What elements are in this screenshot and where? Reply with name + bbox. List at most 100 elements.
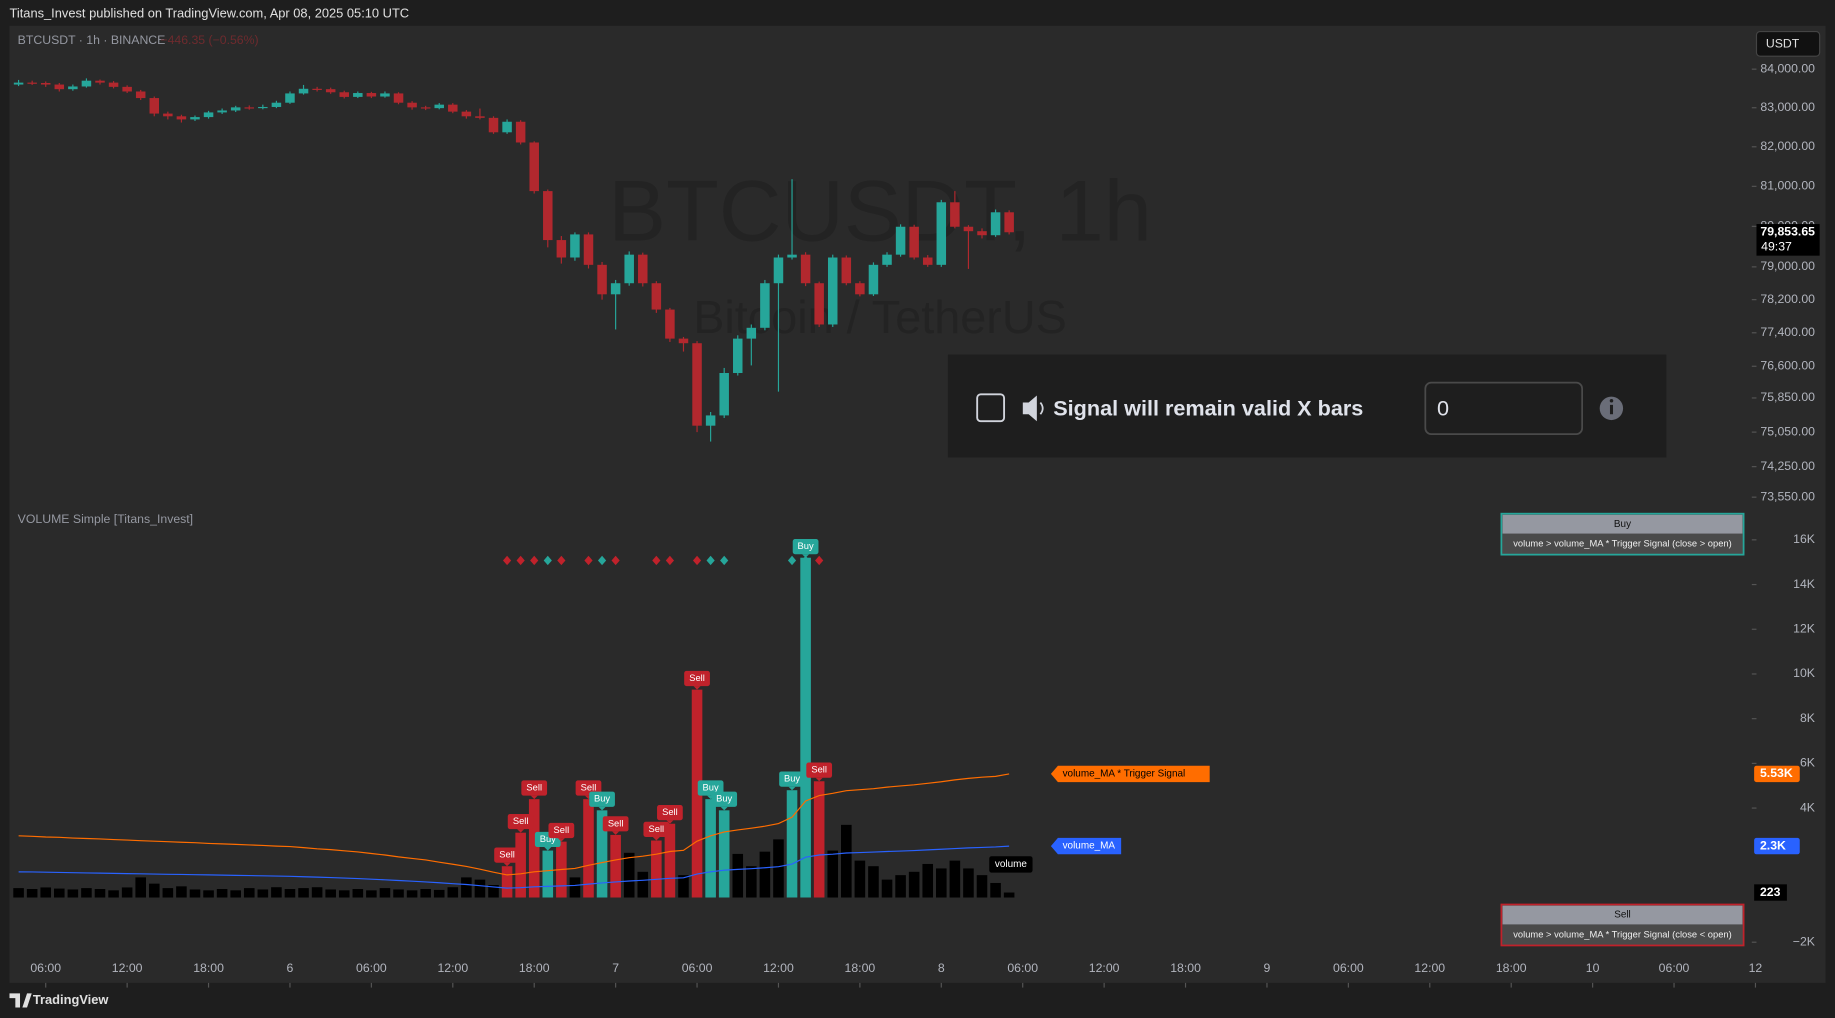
- volume-bar: [528, 799, 540, 898]
- currency-button[interactable]: [1755, 31, 1821, 57]
- candle-body: [258, 106, 268, 109]
- volume-bar: [257, 889, 269, 898]
- series-name: volume_MA * Trigger Signal: [1063, 769, 1186, 780]
- brand-name: TradingView: [33, 992, 110, 1007]
- candle-body: [244, 107, 255, 109]
- signal-tag: [792, 539, 819, 555]
- brand-logo: [9, 993, 32, 1008]
- signal-tag: [779, 771, 805, 787]
- candle-body: [610, 283, 621, 295]
- volume-bar: [651, 840, 662, 898]
- y-tick-label: 73,550.00: [1760, 489, 1815, 503]
- last-price-box: [1756, 224, 1820, 256]
- volume-bar: [26, 889, 38, 898]
- legend-box-header: [1502, 514, 1743, 534]
- signal-tag-label: Sell: [581, 783, 597, 793]
- signal-tag-pointer: [652, 836, 660, 841]
- input-box[interactable]: [1424, 381, 1584, 435]
- checkbox[interactable]: [976, 393, 1006, 423]
- volume-bar: [691, 689, 703, 898]
- candle-body: [665, 309, 675, 339]
- volume-bar: [284, 889, 296, 898]
- volume-bar: [868, 866, 879, 898]
- candle-body: [651, 283, 662, 310]
- x-tick-label: 18:00: [193, 961, 224, 975]
- dialog-label: Signal will remain valid X bars: [1053, 395, 1363, 420]
- y-tick-label: 79,000.00: [1760, 259, 1815, 273]
- x-tick-label: 06:00: [1659, 961, 1690, 975]
- volume-bar: [664, 823, 676, 898]
- candle-body: [1004, 212, 1014, 233]
- countdown-label: 49:37: [1761, 240, 1792, 254]
- volume-bar: [854, 860, 866, 898]
- y-tick-label: 6K: [1800, 756, 1816, 770]
- signal-tag: [684, 670, 710, 687]
- candle-body: [787, 254, 797, 258]
- candle-body: [488, 117, 499, 133]
- info-icon-dot: [1609, 399, 1614, 403]
- signal-tag-pointer: [530, 795, 538, 800]
- candle-body: [638, 254, 648, 284]
- candle-body: [855, 283, 865, 295]
- volume-bar: [800, 557, 811, 898]
- volume-bar: [298, 888, 309, 898]
- signal-tag-label: Buy: [540, 834, 556, 844]
- volume-bar: [338, 890, 350, 898]
- y-tick-label: 4K: [1800, 800, 1816, 814]
- volume-bar: [230, 890, 241, 898]
- volume-bar: [311, 887, 323, 898]
- candle-body: [434, 104, 444, 109]
- candle-body: [13, 82, 24, 85]
- y-tick-label: 78,200.00: [1760, 292, 1815, 306]
- y-tick-label: 83,000.00: [1760, 100, 1815, 114]
- candle-body: [814, 283, 824, 325]
- y-tick-label: 76,600.00: [1760, 359, 1815, 373]
- signal-tag-pointer: [802, 554, 810, 558]
- candle-body: [977, 231, 987, 236]
- x-tick-label: 8: [938, 961, 945, 975]
- candle-body: [895, 226, 906, 255]
- signal-tag: [711, 791, 738, 807]
- candle-body: [583, 234, 594, 265]
- signal-tag-label: Buy: [703, 783, 719, 793]
- volume-bar: [271, 887, 282, 898]
- volume-bar: [216, 889, 228, 898]
- y-tick-label: 75,050.00: [1760, 424, 1815, 438]
- candle-body: [230, 107, 241, 111]
- price-change: −446.35 (−0.56%): [160, 33, 258, 47]
- signal-tag-label: Sell: [649, 824, 665, 834]
- candle-body: [40, 83, 51, 85]
- signal-tag: [806, 762, 833, 778]
- signal-tag-label: Sell: [689, 673, 705, 683]
- signal-tag: [507, 813, 534, 830]
- x-tick-label: 12:00: [1414, 961, 1445, 975]
- x-tick-label: 18:00: [519, 961, 550, 975]
- volume-bar: [936, 868, 947, 898]
- signal-tag-label: Buy: [594, 794, 610, 804]
- volume-bar: [162, 888, 174, 898]
- candle-body: [827, 257, 838, 325]
- series-name-tag: [989, 856, 1033, 873]
- candle-body: [502, 121, 512, 133]
- signal-tag-pointer: [788, 786, 796, 791]
- volume-bar: [841, 824, 852, 898]
- y-tick-label: 75,850.00: [1760, 390, 1815, 404]
- candle-body: [203, 112, 214, 118]
- series-name-tag: [1050, 765, 1210, 783]
- candle-body: [773, 257, 784, 284]
- watermark: BTCUSDT, 1h: [608, 164, 1152, 260]
- y-tick-label: 10K: [1793, 666, 1816, 680]
- candle-body: [936, 202, 947, 265]
- candle-body: [909, 226, 919, 258]
- y-tick-label: −2K: [1793, 934, 1816, 948]
- candle-body: [285, 93, 295, 103]
- volume-bar: [963, 868, 974, 898]
- volume-bar: [732, 853, 744, 898]
- x-tick-label: 9: [1264, 961, 1271, 975]
- series-name-tag: [1050, 837, 1122, 855]
- candle-body: [353, 93, 363, 97]
- candle-body: [325, 89, 336, 93]
- series-name: volume: [995, 859, 1028, 870]
- signal-tag: [521, 780, 548, 796]
